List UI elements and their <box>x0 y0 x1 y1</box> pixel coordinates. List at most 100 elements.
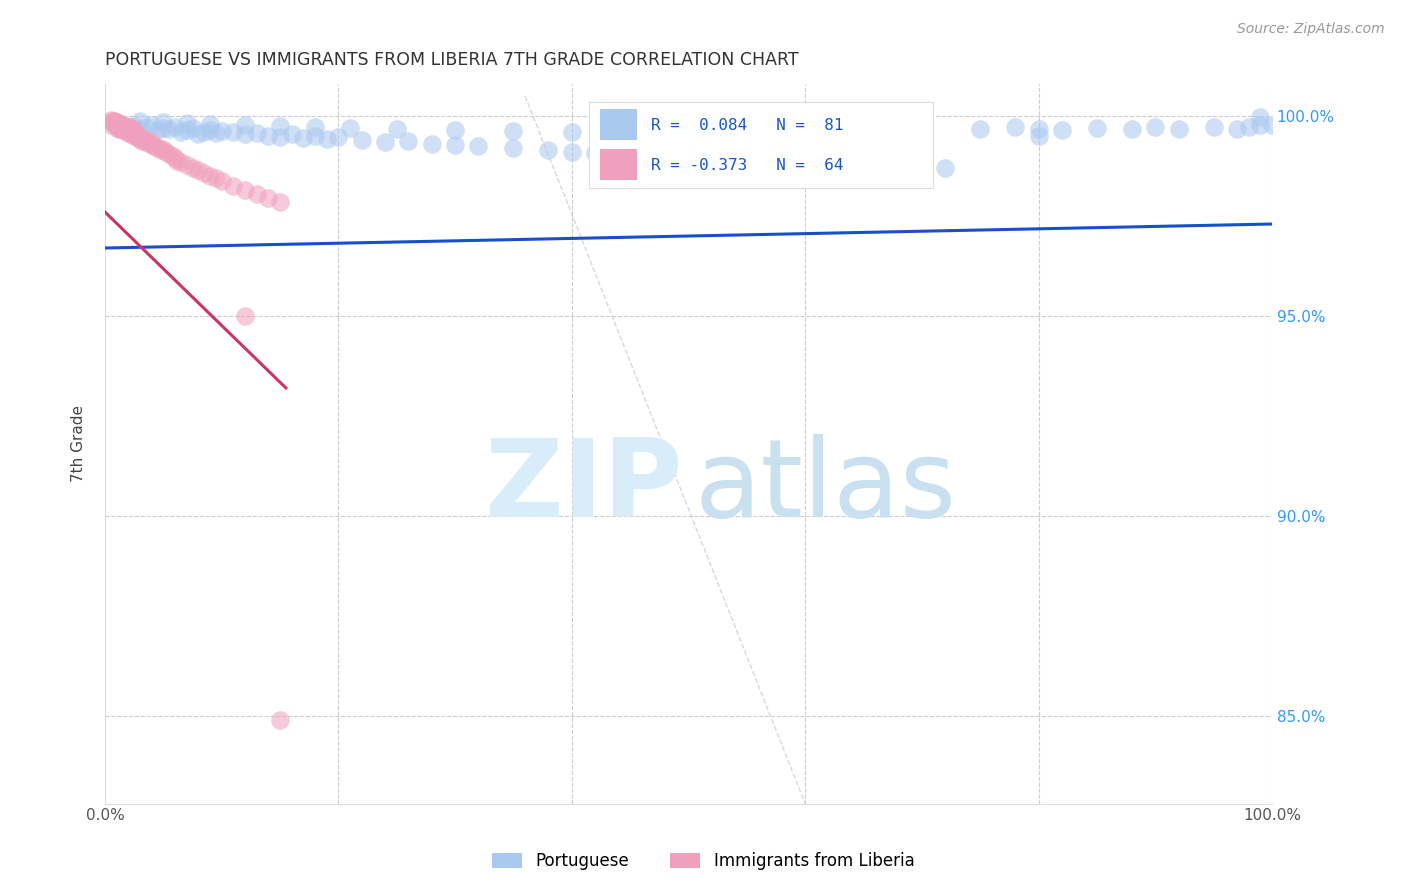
Point <box>246 187 269 202</box>
Point <box>211 124 233 138</box>
Point <box>1004 120 1026 135</box>
Point <box>135 120 157 135</box>
Point <box>105 115 128 129</box>
Text: ZIP: ZIP <box>484 434 682 540</box>
Point <box>444 137 467 152</box>
Point <box>104 115 127 129</box>
Point <box>146 141 169 155</box>
Point <box>537 143 560 157</box>
Point <box>315 132 337 146</box>
Point <box>561 145 583 159</box>
Point <box>257 191 280 205</box>
Point <box>155 145 177 159</box>
Point <box>969 121 991 136</box>
Point <box>117 120 139 135</box>
Point <box>166 153 188 168</box>
Point <box>107 116 129 130</box>
Point <box>1028 121 1050 136</box>
Point <box>122 121 145 136</box>
Point <box>135 133 157 147</box>
Point <box>122 119 145 133</box>
Point <box>127 128 149 143</box>
Point <box>205 171 228 186</box>
Point <box>350 133 373 147</box>
Point <box>198 169 221 183</box>
Point <box>193 166 215 180</box>
Point <box>1261 118 1284 132</box>
Point <box>887 159 910 173</box>
Point <box>152 115 174 129</box>
Point <box>152 142 174 156</box>
Point <box>111 118 134 132</box>
Point <box>794 155 817 169</box>
Text: PORTUGUESE VS IMMIGRANTS FROM LIBERIA 7TH GRADE CORRELATION CHART: PORTUGUESE VS IMMIGRANTS FROM LIBERIA 7T… <box>105 51 799 69</box>
Point <box>114 119 136 133</box>
Point <box>444 123 467 137</box>
Point <box>269 713 291 727</box>
Point <box>502 141 524 155</box>
Point <box>187 127 209 141</box>
Point <box>117 126 139 140</box>
Point <box>108 117 131 131</box>
Point <box>339 121 361 136</box>
Point <box>1050 123 1073 137</box>
Point <box>304 129 326 144</box>
Point <box>583 145 606 160</box>
Point <box>292 131 315 145</box>
Point <box>700 151 723 165</box>
Point <box>1249 118 1271 132</box>
Point <box>1202 120 1225 135</box>
Point <box>233 183 256 197</box>
Point <box>385 121 408 136</box>
Point <box>181 121 204 136</box>
Point <box>1237 120 1260 135</box>
Point <box>135 135 157 149</box>
Point <box>396 134 419 148</box>
Point <box>654 149 676 163</box>
Point <box>198 117 221 131</box>
Point <box>163 151 186 165</box>
Point <box>420 137 443 152</box>
Point <box>108 121 131 136</box>
Point <box>103 116 125 130</box>
Point <box>678 126 700 140</box>
Point <box>143 139 166 153</box>
Point <box>129 121 152 136</box>
Point <box>100 118 122 132</box>
Point <box>105 117 128 131</box>
Point <box>101 114 124 128</box>
Point <box>211 174 233 188</box>
Point <box>852 158 875 172</box>
Y-axis label: 7th Grade: 7th Grade <box>72 405 86 483</box>
Point <box>1249 110 1271 124</box>
Point <box>304 120 326 135</box>
Point <box>100 115 122 129</box>
Point <box>176 158 198 172</box>
Point <box>120 121 142 136</box>
Point <box>467 139 489 153</box>
Point <box>233 127 256 141</box>
Point <box>111 123 134 137</box>
Point <box>561 125 583 139</box>
Point <box>122 129 145 144</box>
Point <box>176 123 198 137</box>
Point <box>108 120 131 135</box>
Point <box>146 123 169 137</box>
Point <box>103 114 125 128</box>
Point <box>198 123 221 137</box>
Point <box>105 121 128 136</box>
Point <box>129 114 152 128</box>
Point <box>222 179 245 194</box>
Point <box>257 129 280 144</box>
Point <box>170 155 193 169</box>
Point <box>100 113 122 128</box>
Point <box>157 121 180 136</box>
Point <box>911 128 934 143</box>
Point <box>122 126 145 140</box>
Point <box>269 129 291 144</box>
Point <box>233 309 256 323</box>
Point <box>120 125 142 139</box>
Point <box>735 153 758 167</box>
Text: Source: ZipAtlas.com: Source: ZipAtlas.com <box>1237 22 1385 37</box>
Point <box>246 126 269 140</box>
